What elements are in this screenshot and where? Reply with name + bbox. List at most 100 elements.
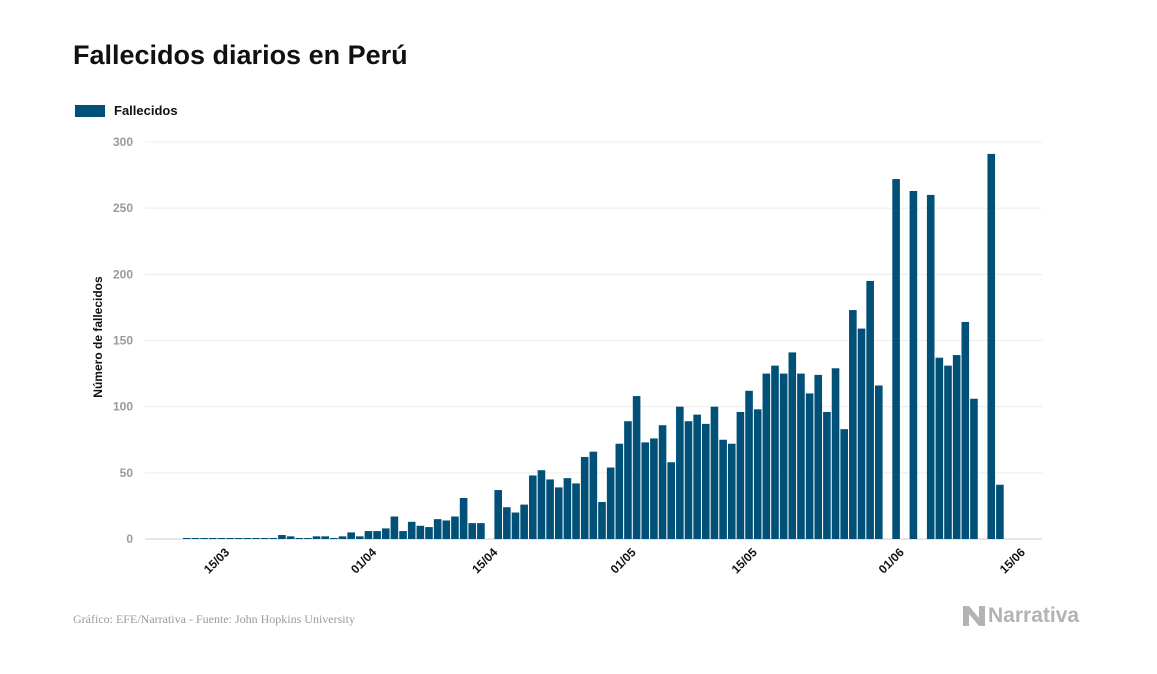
bar: [183, 538, 191, 539]
x-tick-label: 15/06: [997, 545, 1028, 576]
bar: [226, 538, 234, 539]
narrativa-logo-icon: [963, 606, 985, 626]
bar: [866, 280, 874, 539]
bar: [849, 310, 857, 539]
bar: [356, 536, 364, 539]
legend: Fallecidos: [75, 103, 178, 118]
y-tick-label: 200: [113, 267, 133, 281]
y-axis-ticks: 0 50 100 150 200 250 300: [113, 135, 133, 546]
bar: [373, 531, 381, 539]
bar: [278, 535, 286, 539]
bar: [364, 531, 373, 539]
bar: [321, 536, 329, 539]
bar: [641, 442, 650, 539]
brand-logo: Narrativa: [963, 604, 1079, 628]
bar: [563, 478, 572, 539]
bar: [529, 475, 537, 539]
bar: [295, 538, 304, 539]
bar: [537, 470, 546, 539]
bar: [260, 538, 269, 539]
bar: [304, 538, 312, 539]
bar: [624, 421, 632, 539]
bar: [944, 365, 952, 539]
bar: [589, 451, 598, 539]
bar: [693, 414, 701, 539]
bar: [217, 538, 226, 539]
bar: [736, 411, 745, 539]
bar: [996, 484, 1004, 539]
bar: [312, 536, 321, 539]
bars: [183, 153, 1004, 540]
bar: [970, 398, 978, 539]
bar: [252, 538, 260, 539]
bar: [200, 538, 208, 539]
bar: [338, 536, 347, 539]
bar: [468, 523, 477, 539]
bar: [580, 456, 589, 539]
bar: [234, 538, 243, 539]
legend-swatch: [75, 104, 105, 117]
chart-title: Fallecidos diarios en Perú: [73, 40, 408, 70]
bar: [598, 501, 606, 539]
bar: [745, 390, 753, 539]
bar: [243, 538, 252, 539]
bar: [788, 352, 797, 539]
bar: [330, 538, 338, 539]
bar: [442, 520, 451, 539]
x-axis-ticks: 15/03 01/04 15/04 01/05 15/05 01/06 15/06: [201, 545, 1028, 576]
bar: [451, 516, 459, 539]
bar: [727, 443, 736, 539]
bar: [667, 462, 675, 539]
bar: [494, 490, 502, 539]
bar: [926, 194, 935, 539]
x-tick-label: 01/05: [608, 545, 639, 576]
bar: [710, 406, 719, 539]
x-tick-label: 15/05: [729, 545, 760, 576]
y-tick-label: 0: [126, 532, 133, 546]
bar: [477, 523, 485, 539]
bar: [416, 525, 425, 539]
bar: [771, 365, 779, 539]
bar: [961, 321, 970, 539]
x-tick-label: 15/03: [201, 545, 232, 576]
bar: [191, 538, 200, 539]
bar: [952, 355, 961, 539]
bar: [762, 373, 771, 539]
bar: [909, 190, 918, 539]
bar: [753, 409, 762, 539]
bar: [857, 328, 866, 539]
bar: [269, 538, 278, 539]
bar: [650, 438, 658, 539]
bar: [381, 528, 390, 539]
bar: [511, 512, 520, 539]
bar: [615, 443, 624, 539]
bar: [814, 374, 823, 539]
bar: [658, 425, 667, 539]
bar: [797, 373, 805, 539]
bar: [840, 429, 848, 539]
bar: [425, 527, 433, 539]
bar: [390, 516, 399, 539]
bar: [503, 507, 511, 539]
bar: [684, 421, 693, 539]
bar: [554, 487, 563, 539]
legend-label: Fallecidos: [114, 103, 178, 118]
bar: [433, 519, 442, 539]
bar: [459, 497, 468, 539]
bar: [546, 479, 554, 539]
bar: [831, 368, 840, 539]
bar: [805, 393, 814, 539]
bar: [823, 411, 831, 539]
source-note: Gráfico: EFE/Narrativa - Fuente: John Ho…: [73, 612, 355, 626]
bar: [606, 467, 615, 539]
bar: [347, 532, 355, 539]
bar: [572, 483, 580, 539]
x-tick-label: 15/04: [469, 545, 500, 576]
x-tick-label: 01/04: [348, 545, 379, 576]
bar: [208, 538, 217, 539]
bar: [875, 385, 883, 539]
y-tick-label: 300: [113, 135, 133, 149]
bar: [702, 423, 710, 539]
y-tick-label: 100: [113, 400, 133, 414]
